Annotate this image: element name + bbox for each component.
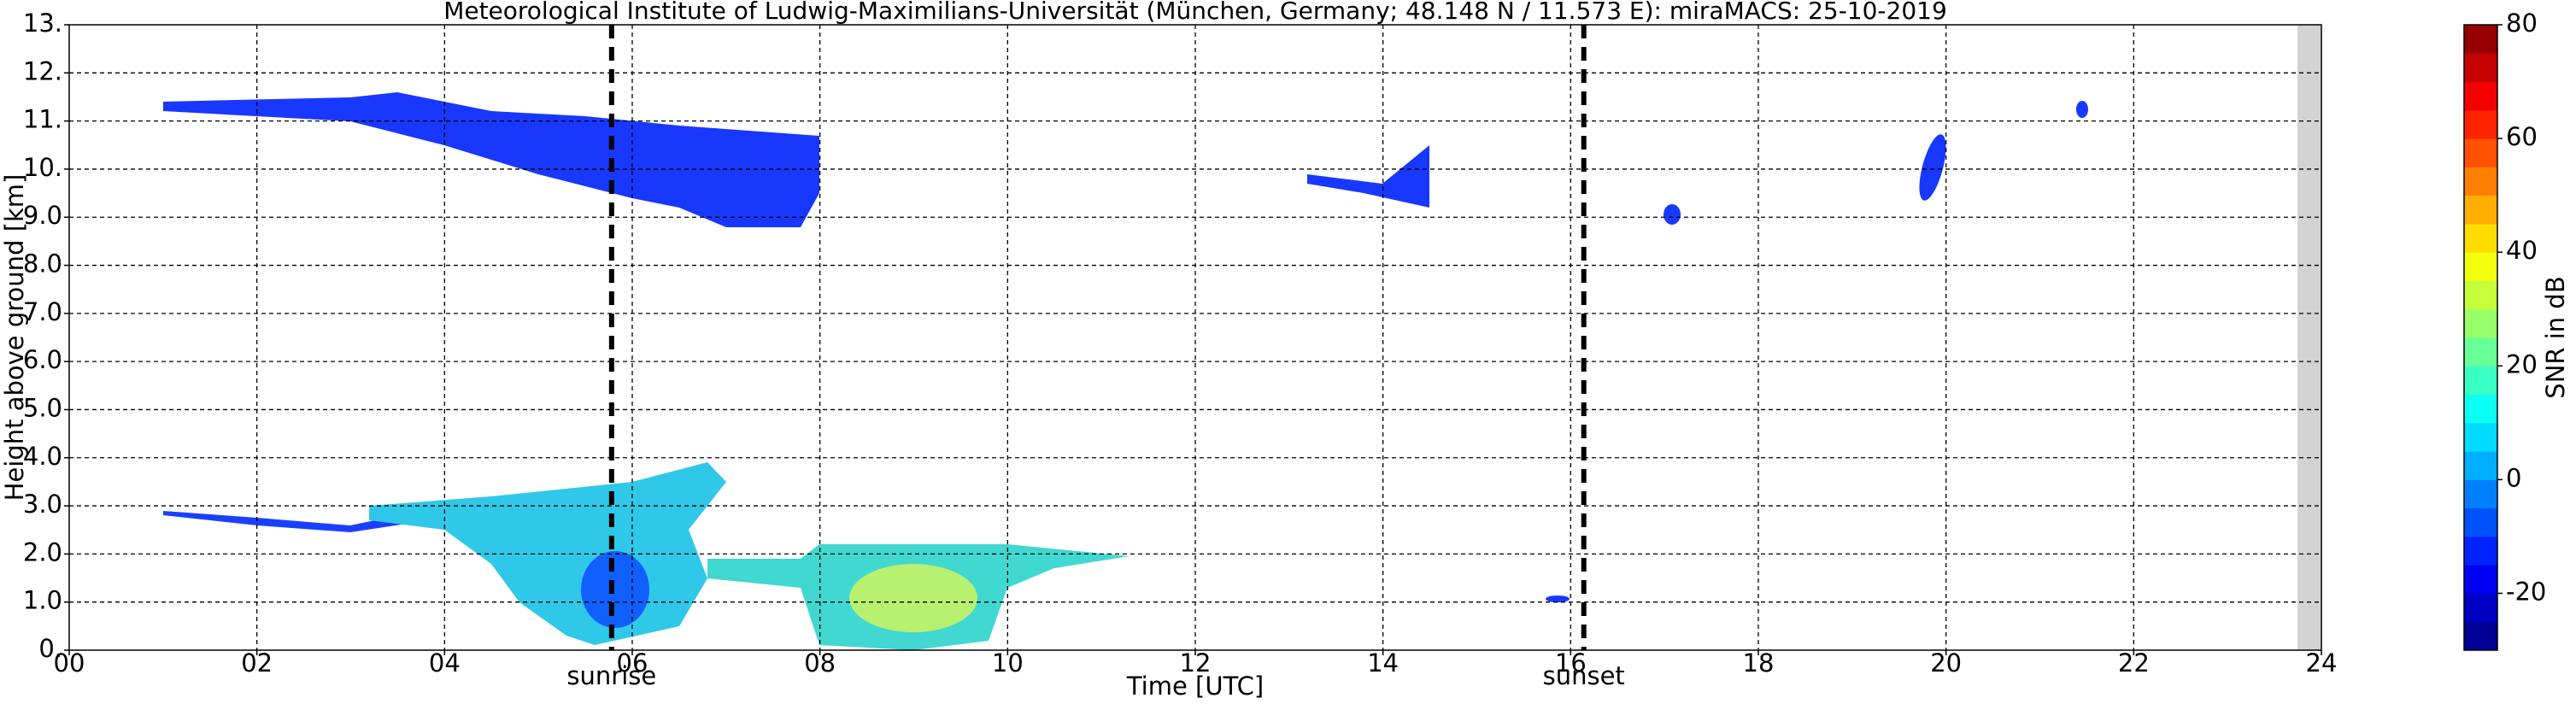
colorbar-tick-label: 40 [2506, 236, 2538, 265]
y-tick-label: 9.0 [23, 201, 62, 230]
colorbar-segment [2464, 536, 2497, 566]
colorbar-tick-label: -20 [2506, 577, 2546, 606]
y-tick-label: 11. [23, 105, 62, 134]
annotation-label: sunrise [566, 661, 656, 690]
colorbar-segment [2464, 394, 2497, 424]
x-axis-label: Time [UTC] [1126, 672, 1264, 701]
x-tick-label: 02 [241, 648, 273, 678]
colorbar-segment [2464, 308, 2497, 338]
y-tick-label: 5.0 [23, 393, 62, 422]
y-tick-label: 1.0 [23, 586, 62, 615]
x-tick-label: 20 [1930, 648, 1962, 678]
x-tick-label: 08 [804, 648, 836, 678]
y-tick-label: 13. [23, 9, 62, 38]
cirrus-echo [1919, 134, 1946, 201]
colorbar-segment [2464, 195, 2497, 225]
colorbar-segment [2464, 223, 2497, 253]
colorbar-segment [2464, 167, 2497, 197]
x-tick-label: 04 [429, 648, 461, 678]
y-axis-label: Height above ground [km] [0, 174, 29, 502]
y-tick-label: 8.0 [23, 249, 62, 279]
chart-title: Meteorological Institute of Ludwig-Maxim… [443, 0, 1947, 25]
colorbar-frame [2463, 24, 2498, 651]
colorbar-segment [2464, 451, 2497, 480]
colorbar-segment [2464, 138, 2497, 167]
x-tick-label: 00 [54, 648, 85, 678]
x-tick-label: 14 [1367, 648, 1399, 678]
y-tick-label: 7.0 [23, 297, 62, 326]
y-tick-label: 12. [23, 56, 62, 85]
grid [69, 25, 2321, 650]
y-tick-label: 3.0 [23, 490, 62, 519]
colorbar-segment [2464, 53, 2497, 83]
x-tick-label: 10 [992, 648, 1024, 678]
colorbar-segment [2464, 252, 2497, 281]
x-tick-label: 22 [2118, 648, 2150, 678]
colorbar-segment [2464, 422, 2497, 452]
annotation-label: sunset [1543, 661, 1625, 690]
colorbar-segment [2464, 109, 2497, 139]
colorbar-segment [2464, 479, 2497, 509]
low-echo [581, 551, 649, 628]
colorbar-segment [2464, 593, 2497, 623]
cirrus-echo [2076, 101, 2088, 118]
x-tick-label: 18 [1743, 648, 1775, 678]
y-tick-label: 10. [23, 153, 62, 182]
cirrus-echo [163, 92, 819, 227]
colorbar-tick-label: 60 [2506, 122, 2538, 151]
x-tick-label: 06 [617, 648, 648, 678]
colorbar-segment [2464, 366, 2497, 396]
colorbar-segment [2464, 565, 2497, 594]
strong-echo [849, 564, 977, 632]
cirrus-echo [1664, 204, 1681, 225]
y-tick-label: 0. [38, 634, 62, 663]
colorbar-tick-label: 20 [2506, 349, 2538, 378]
colorbar-segment [2464, 337, 2497, 367]
colorbar-segment [2464, 280, 2497, 310]
colorbar-segment [2464, 81, 2497, 111]
colorbar-segment [2464, 621, 2497, 651]
cirrus-echo [1307, 145, 1429, 208]
y-tick-label: 4.0 [23, 442, 62, 471]
y-tick-label: 6.0 [23, 345, 62, 374]
x-tick-label: 12 [1180, 648, 1212, 678]
colorbar-tick-label: 80 [2506, 9, 2538, 38]
colorbar-segment [2464, 25, 2497, 54]
no-data-region [2297, 25, 2321, 650]
colorbar-segment [2464, 507, 2497, 537]
x-tick-label: 16 [1555, 648, 1587, 678]
colorbar-tick-label: 0 [2506, 463, 2521, 492]
colorbar-label: SNR in dB [2541, 276, 2570, 398]
x-tick-label: 24 [2306, 648, 2338, 678]
low-echo [1546, 595, 1570, 602]
y-tick-label: 2.0 [23, 537, 62, 566]
